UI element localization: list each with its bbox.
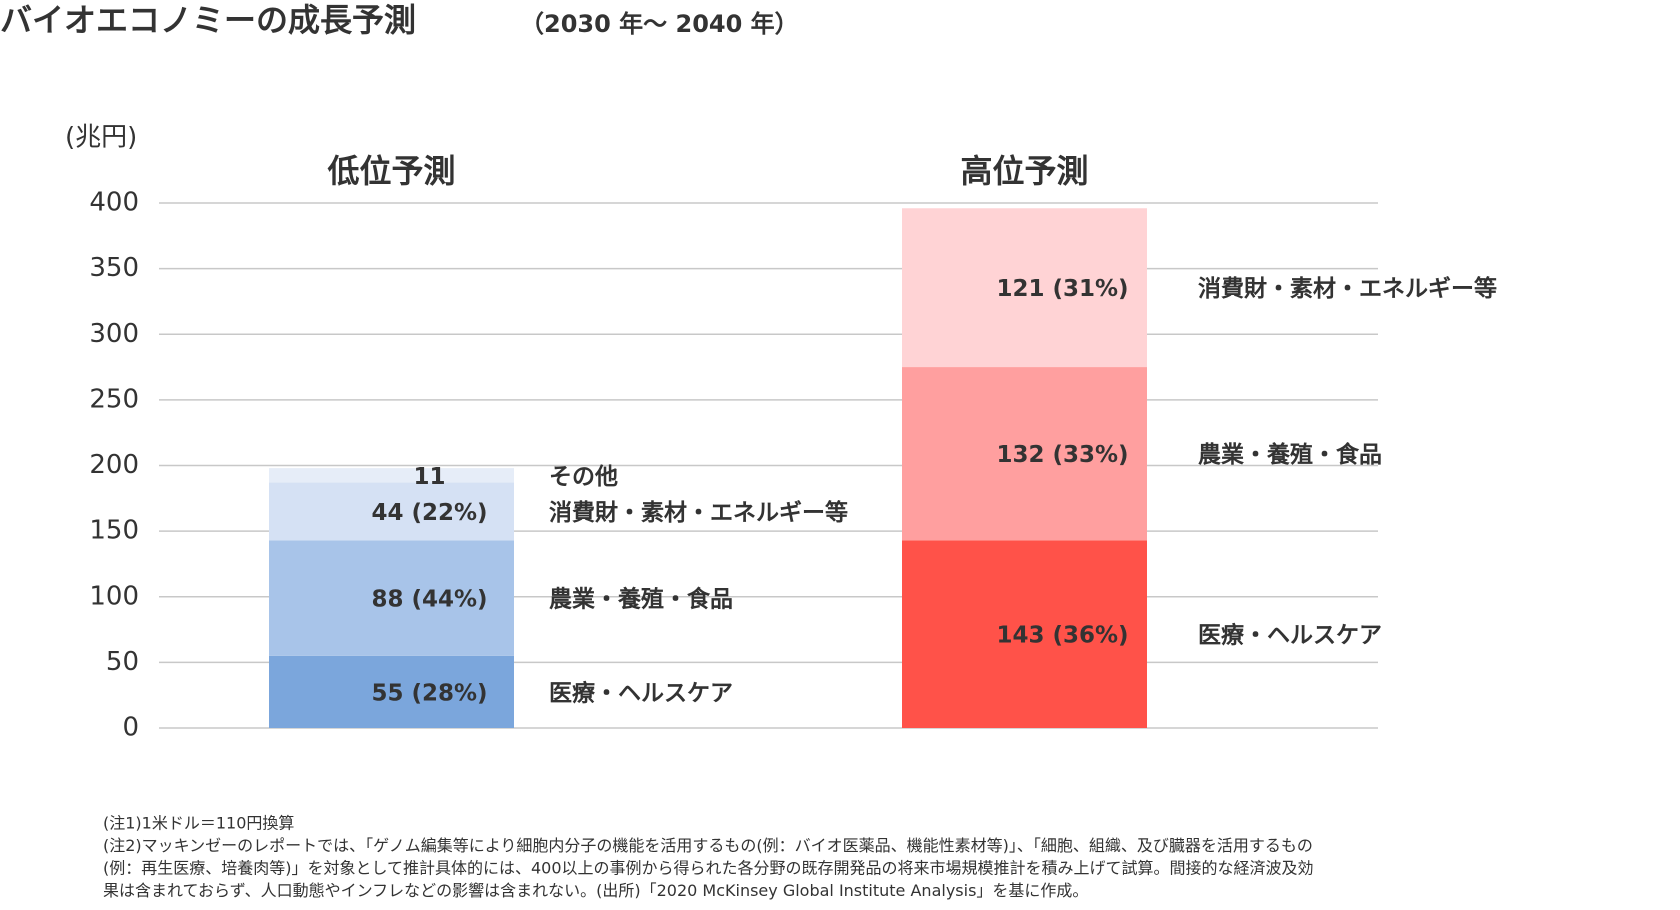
segment-label: 消費財・素材・エネルギー等 — [1198, 275, 1497, 302]
segment-label: その他 — [549, 464, 618, 490]
bar-segment — [902, 367, 1147, 541]
value-label: 11 — [413, 464, 445, 490]
segment-label: 農業・養殖・食品 — [549, 586, 733, 613]
segment-label: 農業・養殖・食品 — [1198, 441, 1382, 468]
segment-label: 医療・ヘルスケア — [1198, 622, 1382, 649]
value-label: 121 (31%) — [996, 276, 1128, 302]
bar-segment — [902, 540, 1147, 728]
y-tick-label: 100 — [89, 581, 139, 611]
footnote: 果は含まれておらず、人口動態やインフレなどの影響は含まれない。(出所)「2020… — [103, 881, 1088, 900]
bar-segment — [269, 540, 514, 656]
chart-title: バイオエコノミーの成長予測 — [0, 1, 416, 39]
footnote: (注1)1米ドル＝110円換算 — [103, 814, 294, 833]
bar-segment — [902, 208, 1147, 368]
y-tick-label: 250 — [89, 384, 139, 414]
value-label: 55 (28%) — [371, 680, 487, 706]
y-tick-label: 200 — [89, 450, 139, 480]
category-label: 低位予測 — [327, 152, 455, 190]
y-axis-label: (兆円) — [65, 123, 137, 153]
value-label: 132 (33%) — [996, 442, 1128, 468]
value-label: 44 (22%) — [371, 500, 487, 526]
y-tick-label: 150 — [89, 516, 139, 546]
value-label: 88 (44%) — [371, 587, 487, 613]
bar-segment — [269, 655, 514, 728]
category-label: 高位予測 — [960, 152, 1088, 190]
y-tick-label: 50 — [106, 647, 139, 677]
footnote: (例：再生医療、培養肉等)」を対象として推計具体的には、400以上の事例から得ら… — [103, 859, 1314, 878]
chart-subtitle: （2030 年～ 2040 年） — [520, 10, 799, 38]
y-tick-label: 350 — [89, 253, 139, 283]
segment-label: 消費財・素材・エネルギー等 — [549, 499, 848, 526]
segment-label: 医療・ヘルスケア — [549, 679, 733, 706]
y-tick-label: 400 — [89, 188, 139, 218]
y-tick-label: 0 — [122, 713, 139, 743]
value-label: 143 (36%) — [996, 623, 1128, 649]
footnote: (注2)マッキンゼーのレポートでは、「ゲノム編集等により細胞内分子の機能を活用す… — [103, 836, 1313, 855]
bar-segment — [269, 468, 514, 483]
bar-segment — [269, 482, 514, 541]
y-tick-label: 300 — [89, 319, 139, 349]
